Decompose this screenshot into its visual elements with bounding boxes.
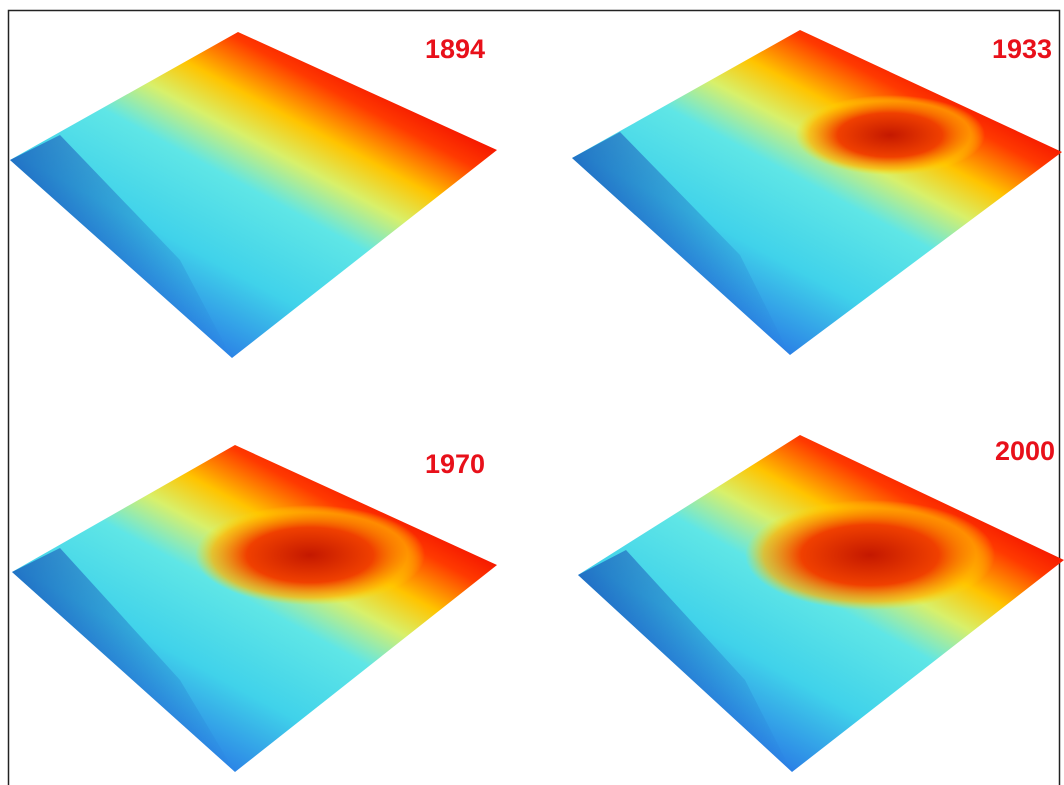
- panel-1933: 1933: [572, 30, 1062, 355]
- year-label: 1894: [425, 34, 485, 64]
- figure: 1894 1933 1970 2000: [0, 0, 1064, 785]
- panel-1970: 1970: [12, 445, 497, 772]
- reclaimed-land: [795, 95, 985, 175]
- panel-2000: 2000: [578, 435, 1064, 772]
- year-label: 1970: [425, 449, 485, 479]
- reclaimed-land: [745, 500, 995, 610]
- year-label: 1933: [992, 34, 1052, 64]
- panel-1894: 1894: [10, 32, 497, 358]
- reclaimed-land: [195, 505, 425, 605]
- year-label: 2000: [995, 436, 1055, 466]
